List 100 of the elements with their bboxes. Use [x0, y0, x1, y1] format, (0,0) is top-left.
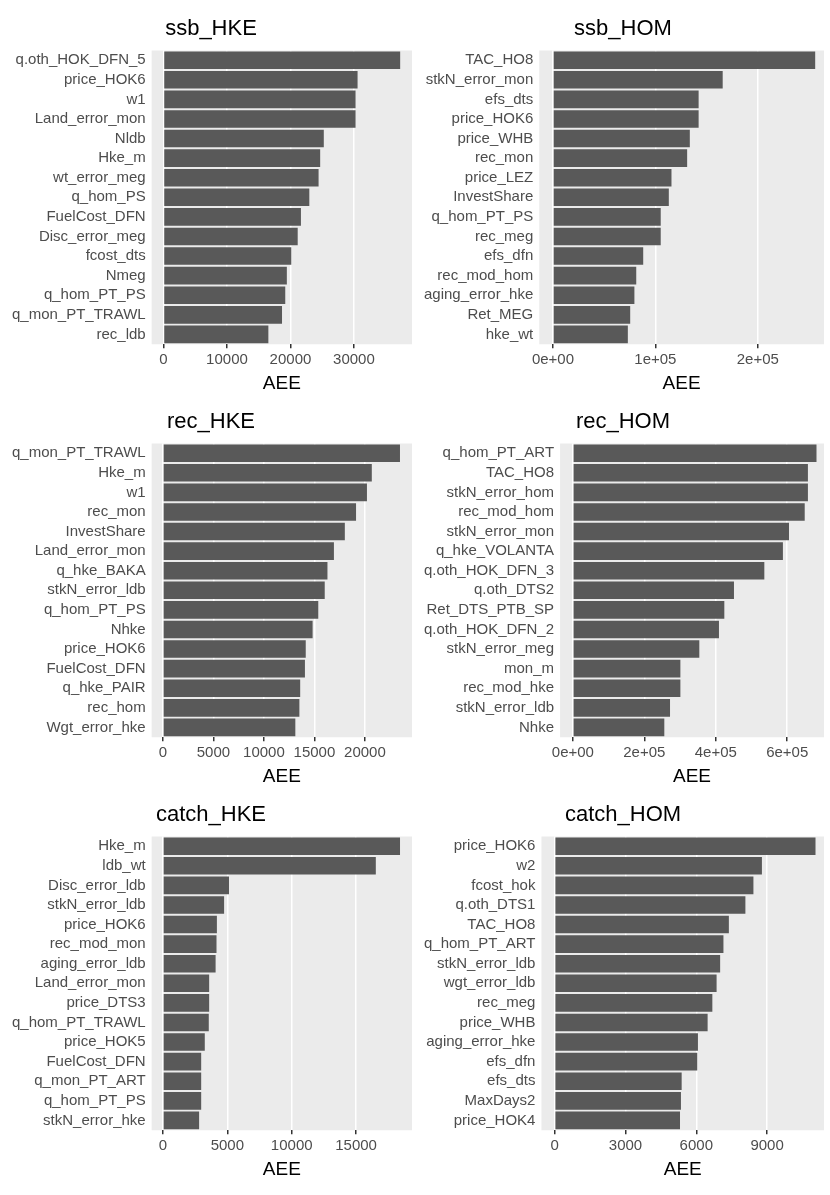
y-tick-label: price_HOK6 [63, 914, 146, 932]
bar [553, 306, 631, 324]
y-tick-label: Ret_DTS_PTB_SP [426, 600, 555, 618]
y-tick-label: rec_mod_hom [458, 502, 555, 520]
y-tick-label: price_HOK6 [63, 639, 146, 657]
y-tick-label: price_HOK4 [453, 1110, 536, 1128]
bar [163, 994, 210, 1012]
y-tick-label: Hke_m [98, 462, 146, 480]
bar [573, 620, 719, 639]
bar [163, 699, 300, 717]
bar [164, 149, 321, 167]
y-tick-label: Hke_m [98, 836, 146, 854]
y-tick-label: stkN_error_meg [446, 639, 555, 657]
x-axis-title: AEE [663, 1157, 702, 1179]
y-tick-label: FuelCost_DFN [46, 207, 146, 225]
y-tick-label: efs_dts [487, 1071, 536, 1089]
bar [163, 659, 305, 678]
bar [163, 1092, 202, 1110]
y-tick-label: rec_mon [474, 148, 534, 166]
y-tick-label: Land_error_mon [34, 109, 146, 127]
x-axis-title: AEE [262, 764, 301, 786]
x-tick-label: 5000 [196, 743, 231, 761]
bar [163, 1033, 205, 1051]
y-tick-label: efs_dfn [484, 246, 534, 264]
y-tick-label: q_hom_PT_PS [43, 600, 146, 618]
bar [164, 286, 286, 305]
bar [553, 325, 628, 344]
bar [553, 286, 635, 305]
y-tick-label: w2 [515, 855, 536, 873]
bar [555, 837, 816, 856]
x-tick-label: 4e+05 [694, 743, 737, 761]
x-tick-label: 0 [159, 350, 168, 368]
x-tick-label: 15000 [293, 743, 336, 761]
x-tick-label: 6e+05 [766, 743, 809, 761]
y-tick-label: efs_dfn [486, 1051, 536, 1069]
bar [555, 1013, 708, 1032]
y-tick-label: q_mon_PT_TRAWL [11, 304, 146, 322]
y-tick-label: q_hom_PT_PS [43, 285, 146, 303]
bar [555, 994, 713, 1012]
chart-title: ssb_HKE [165, 15, 257, 41]
bar [164, 110, 356, 128]
y-tick-label: MaxDays2 [464, 1090, 536, 1108]
bar [163, 856, 376, 875]
y-tick-label: Wgt_error_hke [46, 717, 146, 735]
bar [555, 1092, 681, 1110]
bar [555, 856, 762, 875]
bar [573, 522, 789, 541]
y-tick-label: rec_meg [477, 993, 536, 1011]
bar [555, 1072, 682, 1091]
bar [555, 935, 724, 953]
x-tick-label: 20000 [344, 743, 386, 761]
bar [553, 51, 816, 70]
bar [163, 679, 301, 698]
bar [163, 876, 229, 895]
bar [553, 129, 690, 148]
y-tick-label: q.oth_HOK_DFN_2 [423, 619, 555, 637]
bar [163, 837, 401, 856]
bar [553, 227, 661, 246]
y-tick-label: price_WHB [459, 1012, 536, 1030]
y-tick-label: q_hom_PT_TRAWL [11, 1012, 146, 1030]
y-tick-label: efs_dts [484, 89, 534, 107]
y-tick-label: q.oth_DTS1 [455, 895, 536, 913]
y-tick-label: stkN_error_ldb [47, 895, 146, 913]
y-tick-label: q_hom_PT_ART [442, 443, 555, 461]
y-tick-label: fcost_dts [85, 246, 146, 264]
y-tick-label: q_hom_PT_PS [43, 1090, 146, 1108]
y-tick-label: w1 [125, 482, 146, 500]
y-tick-label: price_DTS3 [66, 993, 146, 1011]
y-tick-label: wgt_error_ldb [442, 973, 536, 991]
y-tick-label: Land_error_mon [34, 541, 146, 559]
bar [164, 247, 292, 265]
x-tick-label: 0 [158, 1136, 168, 1154]
bar [553, 247, 644, 265]
y-tick-label: Nhke [519, 717, 555, 735]
bar [163, 483, 367, 502]
bar [163, 503, 357, 521]
x-axis-title: AEE [262, 1157, 301, 1179]
x-tick-label: 5000 [210, 1136, 245, 1154]
y-tick-label: q_hke_VOLANTA [435, 541, 555, 559]
y-tick-label: stkN_error_mon [446, 521, 555, 539]
bar [573, 699, 671, 717]
bar [163, 1013, 209, 1032]
y-tick-label: Hke_m [98, 148, 146, 166]
y-tick-label: TAC_HO8 [485, 462, 555, 480]
y-tick-label: Disc_error_ldb [48, 875, 146, 893]
y-tick-label: price_LEZ [464, 167, 534, 185]
chart-title: rec_HKE [166, 408, 256, 434]
chart-title: ssb_HOM [574, 15, 672, 41]
x-tick-label: 1e+05 [634, 350, 677, 368]
bar [163, 935, 217, 953]
y-tick-label: mon_m [504, 658, 555, 676]
bar [555, 1033, 698, 1051]
y-tick-label: fcost_hok [471, 875, 536, 893]
y-tick-label: wt_error_meg [52, 167, 146, 185]
y-tick-label: price_WHB [457, 128, 534, 146]
x-tick-label: 9000 [750, 1136, 784, 1154]
bar [553, 266, 637, 285]
y-tick-label: hke_wt [485, 324, 535, 342]
chart-title: catch_HOM [564, 801, 682, 827]
y-tick-label: price_HOK6 [453, 836, 536, 854]
